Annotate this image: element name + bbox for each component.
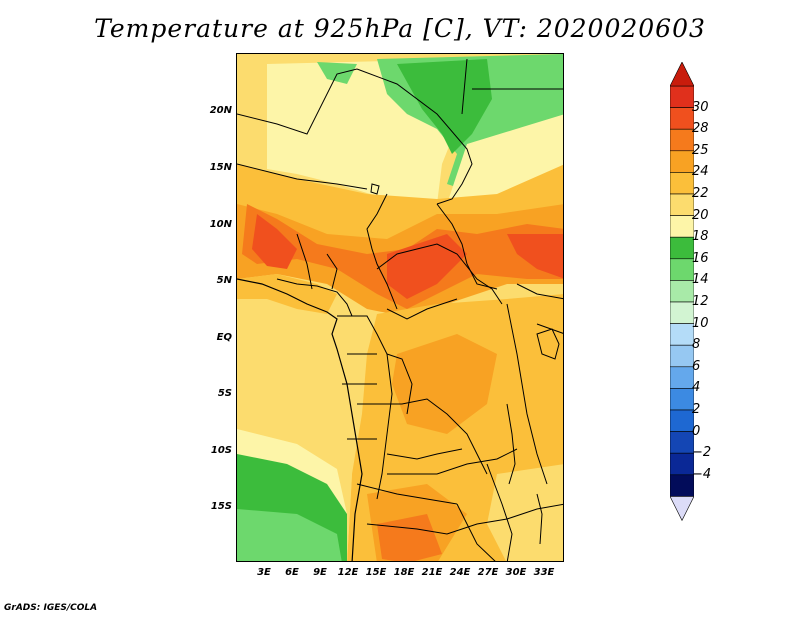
colorbar-segment [670, 194, 694, 216]
colorbar-segment [670, 172, 694, 194]
map-title: Temperature at 925hPa [C], VT: 202002060… [0, 14, 800, 43]
colorbar-segment [670, 302, 694, 324]
lat-tick-label: 10N [196, 220, 232, 230]
colorbar-segment [670, 345, 694, 367]
lon-tick-label: 24E [445, 568, 475, 578]
colorbar-top-arrow [670, 62, 694, 86]
colorbar-level-label: 14 [692, 273, 709, 286]
lon-tick-label: 18E [389, 568, 419, 578]
lon-tick-label: 21E [417, 568, 447, 578]
colorbar-segment [670, 216, 694, 238]
colorbar-level-label: 0 [692, 425, 700, 438]
colorbar-level-label: 8 [692, 338, 700, 351]
colorbar-level-label: 6 [692, 360, 700, 373]
colorbar-segment [670, 388, 694, 410]
colorbar-segment [670, 324, 694, 346]
colorbar-level-label: 10 [692, 317, 709, 330]
colorbar-level-label: 28 [692, 122, 709, 135]
colorbar-level-label: 25 [692, 144, 709, 157]
colorbar-level-label: 2 [692, 403, 700, 416]
colorbar-level-label: 24 [692, 165, 709, 178]
colorbar-bottom-arrow [670, 496, 694, 520]
colorbar-level-label: 4 [692, 381, 700, 394]
colorbar-level-label: −4 [692, 468, 711, 481]
temperature-colorbar [670, 62, 694, 558]
colorbar-level-label: −2 [692, 446, 711, 459]
colorbar-level-label: 30 [692, 101, 709, 114]
lat-tick-label: 15N [196, 163, 232, 173]
colorbar-segment [670, 475, 694, 497]
colorbar-segment [670, 86, 694, 108]
lat-tick-label: 10S [196, 446, 232, 456]
lon-tick-label: 15E [361, 568, 391, 578]
lon-tick-label: 33E [529, 568, 559, 578]
lat-tick-label: 5S [196, 389, 232, 399]
temperature-map [236, 53, 564, 562]
lat-tick-label: 20N [196, 106, 232, 116]
colorbar-level-label: 20 [692, 209, 709, 222]
colorbar-level-label: 12 [692, 295, 709, 308]
lat-tick-label: 15S [196, 502, 232, 512]
colorbar-segment [670, 259, 694, 281]
colorbar-level-label: 18 [692, 230, 709, 243]
colorbar-segment [670, 453, 694, 475]
colorbar-segment [670, 280, 694, 302]
colorbar-segment [670, 432, 694, 454]
lon-tick-label: 27E [473, 568, 503, 578]
lat-tick-label: 5N [196, 276, 232, 286]
colorbar-level-label: 16 [692, 252, 709, 265]
grads-credit: GrADS: IGES/COLA [4, 603, 97, 613]
lon-tick-label: 30E [501, 568, 531, 578]
colorbar-segment [670, 108, 694, 130]
colorbar-segment [670, 367, 694, 389]
lat-tick-label: EQ [196, 333, 232, 343]
lon-tick-label: 3E [249, 568, 279, 578]
colorbar-segment [670, 129, 694, 151]
colorbar-segment [670, 151, 694, 173]
colorbar-segment [670, 410, 694, 432]
colorbar-level-label: 22 [692, 187, 709, 200]
lon-tick-label: 6E [277, 568, 307, 578]
lon-tick-label: 9E [305, 568, 335, 578]
colorbar-segment [670, 237, 694, 259]
lon-tick-label: 12E [333, 568, 363, 578]
